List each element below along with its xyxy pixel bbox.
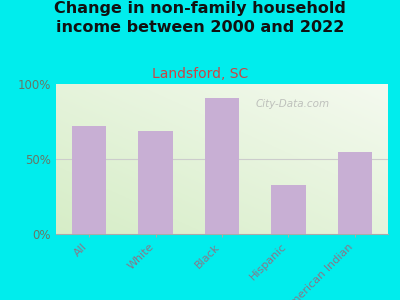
Text: City-Data.com: City-Data.com <box>255 99 329 109</box>
Bar <box>271 184 306 234</box>
Bar <box>205 98 239 234</box>
Bar <box>338 152 372 234</box>
Text: Landsford, SC: Landsford, SC <box>152 68 248 82</box>
Bar <box>138 130 173 234</box>
Text: Change in non-family household
income between 2000 and 2022: Change in non-family household income be… <box>54 2 346 35</box>
Bar <box>72 126 106 234</box>
